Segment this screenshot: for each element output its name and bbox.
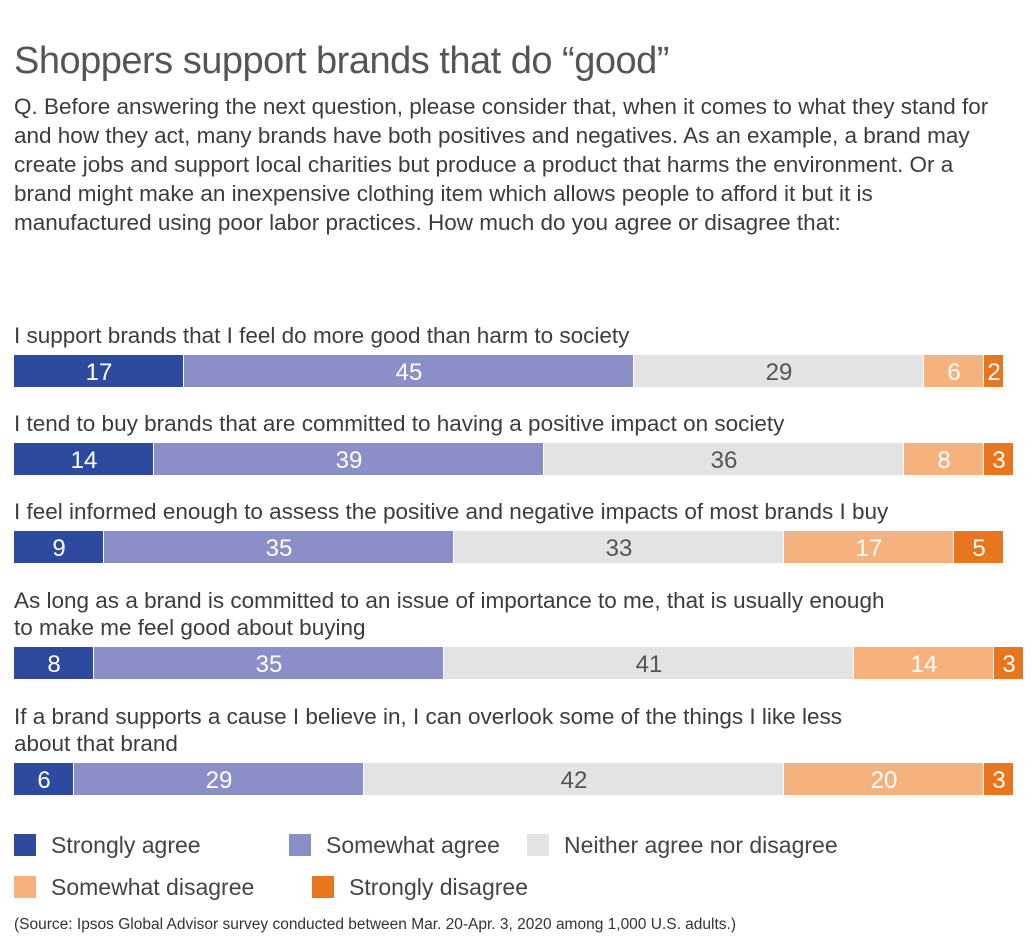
data-label-strongly-agree-row-3: 9	[52, 535, 65, 562]
data-label-somewhat-disagree-row-2: 8	[937, 447, 950, 474]
bar-neither-agree-nor-disagree-row-4	[444, 647, 853, 679]
bar-somewhat-agree-row-1	[184, 355, 633, 387]
data-label-strongly-agree-row-5: 6	[37, 767, 50, 794]
data-label-strongly-agree-row-1: 17	[86, 359, 113, 386]
bar-strongly-disagree-row-3	[954, 531, 1003, 563]
data-label-neither-agree-nor-disagree-row-2: 36	[711, 447, 738, 474]
data-label-neither-agree-nor-disagree-row-1: 29	[766, 359, 793, 386]
legend-item-somewhat-disagree: Somewhat disagree	[14, 874, 312, 901]
bar-strongly-agree-row-5	[14, 763, 73, 795]
bar-strongly-agree-row-3	[14, 531, 103, 563]
bar-somewhat-agree-row-3	[104, 531, 453, 563]
category-label-1: I support brands that I feel do more goo…	[14, 323, 630, 348]
bar-somewhat-disagree-row-5	[784, 763, 983, 795]
legend-item-strongly-agree: Strongly agree	[14, 832, 289, 859]
category-label-4-line-2: to make me feel good about buying	[14, 615, 366, 640]
bar-neither-agree-nor-disagree-row-2	[544, 443, 903, 475]
bar-somewhat-agree-row-5	[74, 763, 363, 795]
data-label-somewhat-disagree-row-3: 17	[856, 535, 883, 562]
bar-neither-agree-nor-disagree-row-5	[364, 763, 783, 795]
legend-label-somewhat-disagree: Somewhat disagree	[51, 873, 255, 900]
chart-title: Shoppers support brands that do “good”	[14, 40, 669, 82]
legend-item-somewhat-agree: Somewhat agree	[289, 832, 527, 859]
bar-somewhat-disagree-row-3	[784, 531, 953, 563]
legend-label-neither: Neither agree nor disagree	[564, 831, 838, 858]
legend: Strongly agree Somewhat agree Neither ag…	[14, 828, 1014, 912]
legend-swatch-strongly-agree	[14, 834, 36, 856]
bar-somewhat-disagree-row-1	[924, 355, 983, 387]
data-label-somewhat-agree-row-3: 35	[266, 535, 293, 562]
category-label-5-line-1: If a brand supports a cause I believe in…	[14, 704, 842, 729]
category-label-5-line-2: about that brand	[14, 731, 178, 756]
legend-item-neither: Neither agree nor disagree	[527, 832, 838, 859]
data-label-strongly-disagree-row-2: 3	[992, 447, 1005, 474]
legend-label-strongly-disagree: Strongly disagree	[349, 873, 528, 900]
bar-neither-agree-nor-disagree-row-1	[634, 355, 923, 387]
category-label-3: I feel informed enough to assess the pos…	[14, 499, 889, 524]
data-label-neither-agree-nor-disagree-row-3: 33	[606, 535, 633, 562]
bar-strongly-agree-row-1	[14, 355, 183, 387]
bar-strongly-disagree-row-1	[984, 355, 1003, 387]
data-label-somewhat-disagree-row-4: 14	[911, 651, 938, 678]
data-label-somewhat-disagree-row-5: 20	[871, 767, 898, 794]
bar-strongly-agree-row-2	[14, 443, 153, 475]
category-label-4-line-1: As long as a brand is committed to an is…	[14, 588, 884, 613]
data-label-neither-agree-nor-disagree-row-4: 41	[636, 651, 663, 678]
source-note: (Source: Ipsos Global Advisor survey con…	[14, 916, 737, 933]
data-label-strongly-disagree-row-5: 3	[992, 767, 1005, 794]
data-label-neither-agree-nor-disagree-row-5: 42	[561, 767, 588, 794]
data-label-strongly-agree-row-4: 8	[47, 651, 60, 678]
bar-somewhat-agree-row-2	[154, 443, 543, 475]
legend-swatch-somewhat-disagree	[14, 876, 36, 898]
data-label-somewhat-agree-row-2: 39	[336, 447, 363, 474]
bar-strongly-agree-row-4	[14, 647, 93, 679]
data-label-strongly-disagree-row-1: 2	[987, 359, 1000, 386]
bar-neither-agree-nor-disagree-row-3	[454, 531, 783, 563]
bar-strongly-disagree-row-5	[984, 763, 1013, 795]
legend-swatch-strongly-disagree	[312, 876, 334, 898]
bar-somewhat-disagree-row-4	[854, 647, 993, 679]
bar-strongly-disagree-row-4	[994, 647, 1023, 679]
legend-swatch-neither	[527, 834, 549, 856]
bar-strongly-disagree-row-2	[984, 443, 1013, 475]
bar-somewhat-disagree-row-2	[904, 443, 983, 475]
legend-label-strongly-agree: Strongly agree	[51, 831, 201, 858]
legend-label-somewhat-agree: Somewhat agree	[326, 831, 500, 858]
bar-somewhat-agree-row-4	[94, 647, 443, 679]
data-label-strongly-disagree-row-3: 5	[972, 535, 985, 562]
legend-row-2: Somewhat disagree Strongly disagree	[14, 870, 1014, 904]
category-label-2: I tend to buy brands that are committed …	[14, 411, 785, 436]
data-label-strongly-agree-row-2: 14	[71, 447, 98, 474]
legend-item-strongly-disagree: Strongly disagree	[312, 874, 528, 901]
legend-swatch-somewhat-agree	[289, 834, 311, 856]
data-label-somewhat-agree-row-4: 35	[256, 651, 283, 678]
survey-question: Q. Before answering the next question, p…	[14, 94, 989, 235]
data-label-strongly-disagree-row-4: 3	[1002, 651, 1015, 678]
data-label-somewhat-agree-row-5: 29	[206, 767, 233, 794]
data-label-somewhat-agree-row-1: 45	[396, 359, 423, 386]
data-label-somewhat-disagree-row-1: 6	[947, 359, 960, 386]
legend-row-1: Strongly agree Somewhat agree Neither ag…	[14, 828, 1014, 862]
